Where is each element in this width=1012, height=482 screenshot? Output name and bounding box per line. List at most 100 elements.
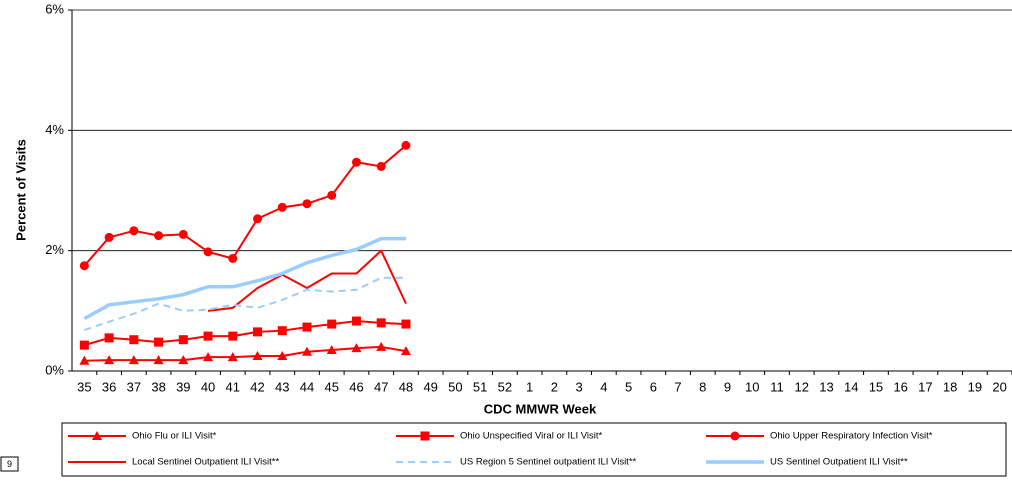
point-marker [252, 350, 263, 360]
x-tick-label: 10 [745, 379, 759, 394]
point-marker [401, 140, 411, 150]
x-tick-label: 7 [674, 379, 681, 394]
x-tick-label: 46 [349, 379, 363, 394]
point-marker [153, 355, 164, 365]
x-tick-label: 48 [399, 379, 413, 394]
x-tick-label: 12 [795, 379, 809, 394]
x-tick-label: 18 [943, 379, 957, 394]
point-marker [327, 319, 337, 329]
point-marker [154, 231, 164, 241]
legend-marker [730, 431, 740, 441]
x-tick-label: 17 [918, 379, 932, 394]
y-tick-label: 4% [45, 122, 64, 137]
point-marker [79, 355, 90, 365]
point-marker [351, 343, 362, 353]
point-marker [104, 232, 114, 242]
point-marker [228, 331, 238, 341]
point-marker [79, 340, 89, 350]
x-tick-label: 40 [201, 379, 215, 394]
x-tick-label: 5 [625, 379, 632, 394]
point-marker [178, 335, 188, 345]
point-marker [351, 316, 361, 326]
x-tick-label: 52 [498, 379, 512, 394]
point-marker [376, 318, 386, 328]
x-tick-label: 39 [176, 379, 190, 394]
series-line [83, 236, 406, 321]
x-tick-label: 38 [151, 379, 165, 394]
point-marker [302, 346, 312, 356]
point-marker [129, 335, 139, 345]
point-marker [376, 161, 386, 171]
legend-label: Local Sentinel Outpatient ILI Visit** [132, 457, 279, 468]
point-marker [302, 322, 312, 332]
point-marker [327, 190, 337, 200]
x-tick-label: 20 [992, 379, 1006, 394]
point-marker [376, 341, 387, 351]
page-marker-box [0, 456, 19, 472]
legend-marker [420, 431, 430, 441]
point-marker [401, 319, 411, 329]
x-tick-label: 47 [374, 379, 388, 394]
point-marker [79, 261, 89, 271]
point-marker [203, 247, 213, 257]
x-tick-label: 3 [575, 379, 582, 394]
legend-label: Ohio Unspecified Viral or ILI Visit* [460, 431, 603, 442]
x-tick-label: 45 [325, 379, 339, 394]
x-tick-label: 43 [275, 379, 289, 394]
point-marker [326, 344, 337, 354]
point-marker [277, 350, 288, 360]
x-tick-label: 35 [77, 379, 91, 394]
legend-label: US Sentinel Outpatient ILI Visit** [770, 457, 908, 468]
x-tick-label: 16 [893, 379, 907, 394]
x-tick-label: 44 [300, 379, 314, 394]
point-marker [178, 229, 188, 239]
legend-label: US Region 5 Sentinel outpatient ILI Visi… [460, 457, 637, 468]
x-tick-label: 36 [102, 379, 116, 394]
point-marker [104, 333, 114, 343]
x-tick-label: 14 [844, 379, 858, 394]
x-tick-label: 15 [869, 379, 883, 394]
point-marker [203, 331, 213, 341]
x-tick-label: 50 [448, 379, 462, 394]
point-marker [128, 355, 139, 365]
x-tick-label: 41 [226, 379, 240, 394]
point-marker [302, 199, 312, 209]
x-tick-label: 42 [250, 379, 264, 394]
x-tick-label: 9 [724, 379, 731, 394]
point-marker [400, 346, 411, 356]
point-marker [277, 326, 287, 336]
y-axis-title: Percent of Visits [13, 139, 28, 241]
x-tick-label: 13 [819, 379, 833, 394]
point-marker [277, 202, 287, 212]
x-tick-label: 19 [968, 379, 982, 394]
y-tick-label: 0% [45, 362, 64, 377]
series-line [84, 345, 407, 362]
legend-box [61, 422, 1007, 477]
legend-marker [92, 431, 102, 440]
point-marker [154, 337, 164, 347]
series-line [84, 276, 406, 332]
series-line [207, 249, 407, 312]
x-tick-label: 51 [473, 379, 487, 394]
legend-label: Ohio Upper Respiratory Infection Visit* [770, 431, 933, 442]
x-tick-label: 49 [423, 379, 437, 394]
y-tick-label: 2% [45, 242, 64, 257]
x-tick-label: 8 [699, 379, 706, 394]
point-marker [253, 214, 263, 224]
point-marker [351, 157, 361, 167]
y-tick-label: 6% [45, 1, 64, 16]
x-tick-label: 2 [551, 379, 558, 394]
point-marker [228, 253, 238, 263]
x-tick-label: 6 [650, 379, 657, 394]
x-tick-label: 37 [127, 379, 141, 394]
x-tick-label: 4 [600, 379, 607, 394]
page-marker: 9 [7, 459, 12, 469]
point-marker [104, 355, 115, 365]
point-marker [129, 226, 139, 236]
point-marker [178, 355, 189, 365]
point-marker [203, 352, 214, 362]
point-marker [253, 327, 263, 337]
point-marker [227, 352, 238, 362]
